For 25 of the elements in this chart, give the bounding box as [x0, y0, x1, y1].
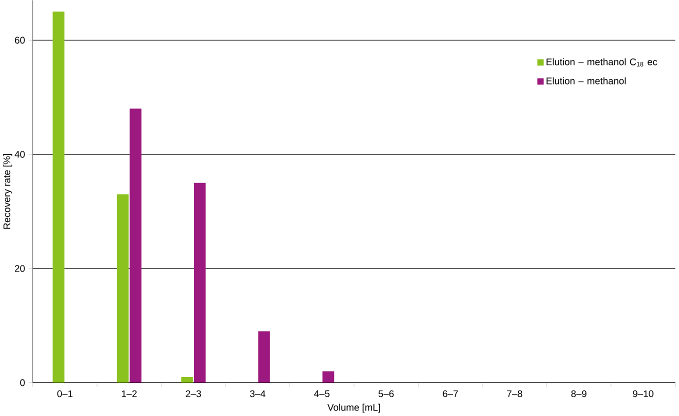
- bar: [181, 377, 193, 383]
- x-tick-label: 4–5: [314, 390, 330, 398]
- x-tick-label: 9–10: [632, 390, 654, 398]
- x-tick-label: 1–2: [122, 390, 137, 398]
- bar: [194, 182, 206, 383]
- x-tick-label: 5–6: [378, 390, 394, 398]
- x-tick-label: 7–8: [507, 390, 522, 398]
- x-tick-label: 6–7: [442, 390, 458, 398]
- y-tick-label: 20: [14, 265, 25, 272]
- x-tick-label: 0–1: [57, 390, 72, 398]
- bar: [322, 371, 334, 383]
- bar: [52, 12, 64, 383]
- y-axis-title: Recovery rate [%]: [3, 154, 12, 229]
- legend-label: Elution – methanol: [546, 77, 626, 84]
- bar: [130, 108, 142, 383]
- y-tick-label: 40: [14, 151, 25, 158]
- legend-label: Elution – methanol C$_{18}$ ec: [546, 58, 658, 66]
- x-axis-title: Volume [mL]: [327, 404, 380, 413]
- bar: [258, 331, 270, 383]
- y-tick-label: 60: [14, 36, 25, 44]
- y-tick-label: 0: [20, 379, 25, 386]
- x-tick-label: 2–3: [186, 390, 201, 398]
- bar: [116, 194, 129, 383]
- x-tick-label: 3–4: [250, 390, 266, 398]
- x-tick-label: 8–9: [571, 390, 586, 398]
